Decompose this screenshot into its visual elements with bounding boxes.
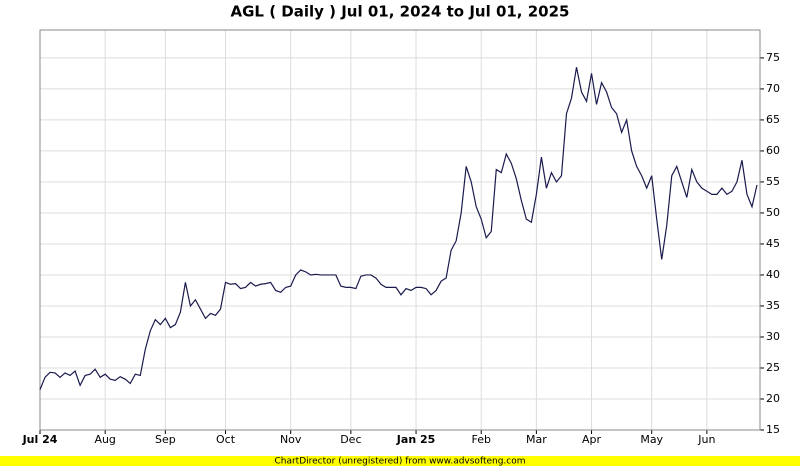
y-tick-label: 35 bbox=[766, 299, 780, 312]
y-tick-label: 30 bbox=[766, 330, 780, 343]
x-tick-label: Nov bbox=[280, 433, 302, 446]
chart-title: AGL ( Daily ) Jul 01, 2024 to Jul 01, 20… bbox=[231, 3, 570, 21]
y-tick-label: 45 bbox=[766, 237, 780, 250]
x-tick-label: Oct bbox=[216, 433, 236, 446]
x-tick-label: Aug bbox=[94, 433, 115, 446]
y-tick-label: 70 bbox=[766, 82, 780, 95]
y-tick-label: 50 bbox=[766, 206, 780, 219]
y-tick-label: 20 bbox=[766, 392, 780, 405]
y-tick-label: 75 bbox=[766, 51, 780, 64]
x-tick-label: Mar bbox=[526, 433, 547, 446]
x-tick-label: Jan 25 bbox=[396, 433, 435, 446]
y-tick-label: 40 bbox=[766, 268, 780, 281]
y-tick-label: 25 bbox=[766, 361, 780, 374]
price-line bbox=[39, 67, 758, 390]
plot-border bbox=[39, 29, 761, 431]
x-tick-label: Feb bbox=[471, 433, 490, 446]
x-tick-label: Jun bbox=[697, 433, 715, 446]
y-tick-label: 60 bbox=[766, 144, 780, 157]
plot-area bbox=[39, 29, 761, 431]
x-tick-label: May bbox=[640, 433, 663, 446]
y-tick-label: 55 bbox=[766, 175, 780, 188]
x-tick-label: Apr bbox=[582, 433, 602, 446]
y-tick-label: 65 bbox=[766, 113, 780, 126]
y-tick-label: 15 bbox=[766, 423, 780, 436]
x-tick-label: Dec bbox=[340, 433, 361, 446]
footer: ChartDirector (unregistered) from www.ad… bbox=[274, 457, 525, 466]
x-tick-label: Sep bbox=[155, 433, 176, 446]
footer-band bbox=[0, 456, 800, 466]
x-tick-label: Jul 24 bbox=[22, 433, 58, 446]
